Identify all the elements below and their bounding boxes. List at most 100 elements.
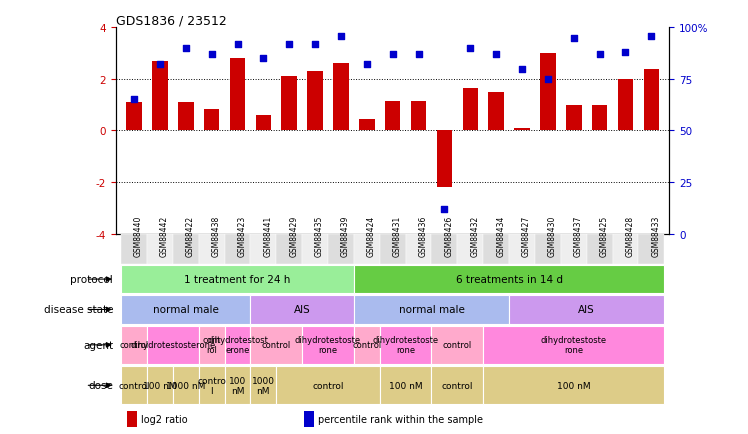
Text: 100 nM: 100 nM bbox=[143, 381, 177, 390]
Bar bbox=[276, 234, 302, 264]
Bar bbox=[405, 234, 432, 264]
Bar bbox=[483, 234, 509, 264]
Text: control: control bbox=[443, 341, 472, 349]
Text: GSM88438: GSM88438 bbox=[212, 215, 221, 256]
Bar bbox=[483, 366, 664, 404]
Text: 1000 nM: 1000 nM bbox=[166, 381, 206, 390]
Text: 100 nM: 100 nM bbox=[557, 381, 591, 390]
Point bbox=[619, 49, 631, 56]
Point bbox=[516, 66, 528, 73]
Point bbox=[594, 52, 606, 59]
Bar bbox=[276, 366, 380, 404]
Point bbox=[387, 52, 399, 59]
Text: cont
rol: cont rol bbox=[203, 336, 221, 355]
Bar bbox=[302, 234, 328, 264]
Bar bbox=[488, 92, 504, 131]
Bar bbox=[566, 105, 581, 131]
Bar bbox=[307, 72, 323, 131]
Point bbox=[232, 41, 244, 48]
Text: GSM88422: GSM88422 bbox=[186, 215, 194, 256]
Bar bbox=[380, 366, 432, 404]
Bar bbox=[354, 296, 509, 324]
Bar bbox=[432, 366, 483, 404]
Bar bbox=[224, 234, 251, 264]
Bar bbox=[281, 77, 297, 131]
Point bbox=[335, 33, 347, 40]
Text: dihydrotestosterone: dihydrotestosterone bbox=[130, 341, 215, 349]
Bar bbox=[224, 326, 251, 364]
Bar bbox=[204, 109, 219, 131]
Bar bbox=[561, 234, 586, 264]
Bar bbox=[121, 366, 147, 404]
Text: dihydrotestoste
rone: dihydrotestoste rone bbox=[295, 336, 361, 355]
Bar bbox=[432, 234, 457, 264]
Text: 1 treatment for 24 h: 1 treatment for 24 h bbox=[184, 274, 291, 284]
Point bbox=[490, 52, 502, 59]
Point bbox=[309, 41, 321, 48]
Bar bbox=[304, 411, 314, 427]
Text: GSM88426: GSM88426 bbox=[444, 215, 453, 256]
Text: dose: dose bbox=[88, 381, 113, 391]
Bar bbox=[462, 89, 478, 131]
Text: GSM88431: GSM88431 bbox=[393, 215, 402, 256]
Text: agent: agent bbox=[83, 340, 113, 350]
Bar bbox=[251, 296, 354, 324]
Text: GSM88423: GSM88423 bbox=[238, 215, 247, 256]
Text: 1000
nM: 1000 nM bbox=[252, 376, 275, 395]
Bar bbox=[613, 234, 639, 264]
Point bbox=[283, 41, 295, 48]
Bar bbox=[509, 234, 535, 264]
Bar bbox=[224, 366, 251, 404]
Text: GSM88424: GSM88424 bbox=[367, 215, 375, 256]
Bar bbox=[328, 234, 354, 264]
Text: GSM88425: GSM88425 bbox=[600, 215, 609, 256]
Point bbox=[646, 33, 657, 40]
Point bbox=[180, 45, 191, 52]
Text: control: control bbox=[441, 381, 473, 390]
Bar bbox=[251, 366, 276, 404]
Bar bbox=[483, 326, 664, 364]
Text: protocol: protocol bbox=[70, 274, 113, 284]
Point bbox=[438, 206, 450, 213]
Text: control: control bbox=[120, 341, 149, 349]
Text: control: control bbox=[262, 341, 291, 349]
Bar bbox=[173, 366, 199, 404]
Point bbox=[465, 45, 476, 52]
Point bbox=[361, 62, 373, 69]
Bar bbox=[147, 366, 173, 404]
Text: AIS: AIS bbox=[578, 305, 595, 315]
Bar bbox=[643, 69, 659, 131]
Point bbox=[128, 97, 140, 104]
Bar bbox=[199, 234, 224, 264]
Text: GSM88437: GSM88437 bbox=[574, 215, 583, 256]
Point bbox=[542, 76, 554, 83]
Text: GSM88435: GSM88435 bbox=[315, 215, 324, 256]
Text: percentile rank within the sample: percentile rank within the sample bbox=[318, 414, 483, 424]
Bar bbox=[432, 326, 483, 364]
Bar bbox=[457, 234, 483, 264]
Bar bbox=[354, 326, 380, 364]
Bar bbox=[354, 234, 380, 264]
Point bbox=[257, 56, 269, 62]
Text: GSM88441: GSM88441 bbox=[263, 215, 272, 256]
Bar bbox=[251, 326, 302, 364]
Bar bbox=[535, 234, 561, 264]
Bar bbox=[515, 128, 530, 131]
Text: GSM88430: GSM88430 bbox=[548, 215, 557, 256]
Bar bbox=[121, 234, 147, 264]
Bar bbox=[121, 296, 251, 324]
Bar bbox=[437, 131, 453, 188]
Text: GSM88429: GSM88429 bbox=[289, 215, 298, 256]
Text: GSM88427: GSM88427 bbox=[522, 215, 531, 256]
Bar bbox=[618, 80, 634, 131]
Bar bbox=[411, 102, 426, 131]
Bar bbox=[354, 265, 664, 294]
Text: GSM88439: GSM88439 bbox=[341, 215, 350, 256]
Bar bbox=[152, 62, 168, 131]
Text: AIS: AIS bbox=[294, 305, 310, 315]
Text: GDS1836 / 23512: GDS1836 / 23512 bbox=[116, 14, 227, 27]
Text: dihydrotestoste
rone: dihydrotestoste rone bbox=[541, 336, 607, 355]
Text: contro
l: contro l bbox=[197, 376, 226, 395]
Text: GSM88434: GSM88434 bbox=[496, 215, 505, 256]
Point bbox=[413, 52, 425, 59]
